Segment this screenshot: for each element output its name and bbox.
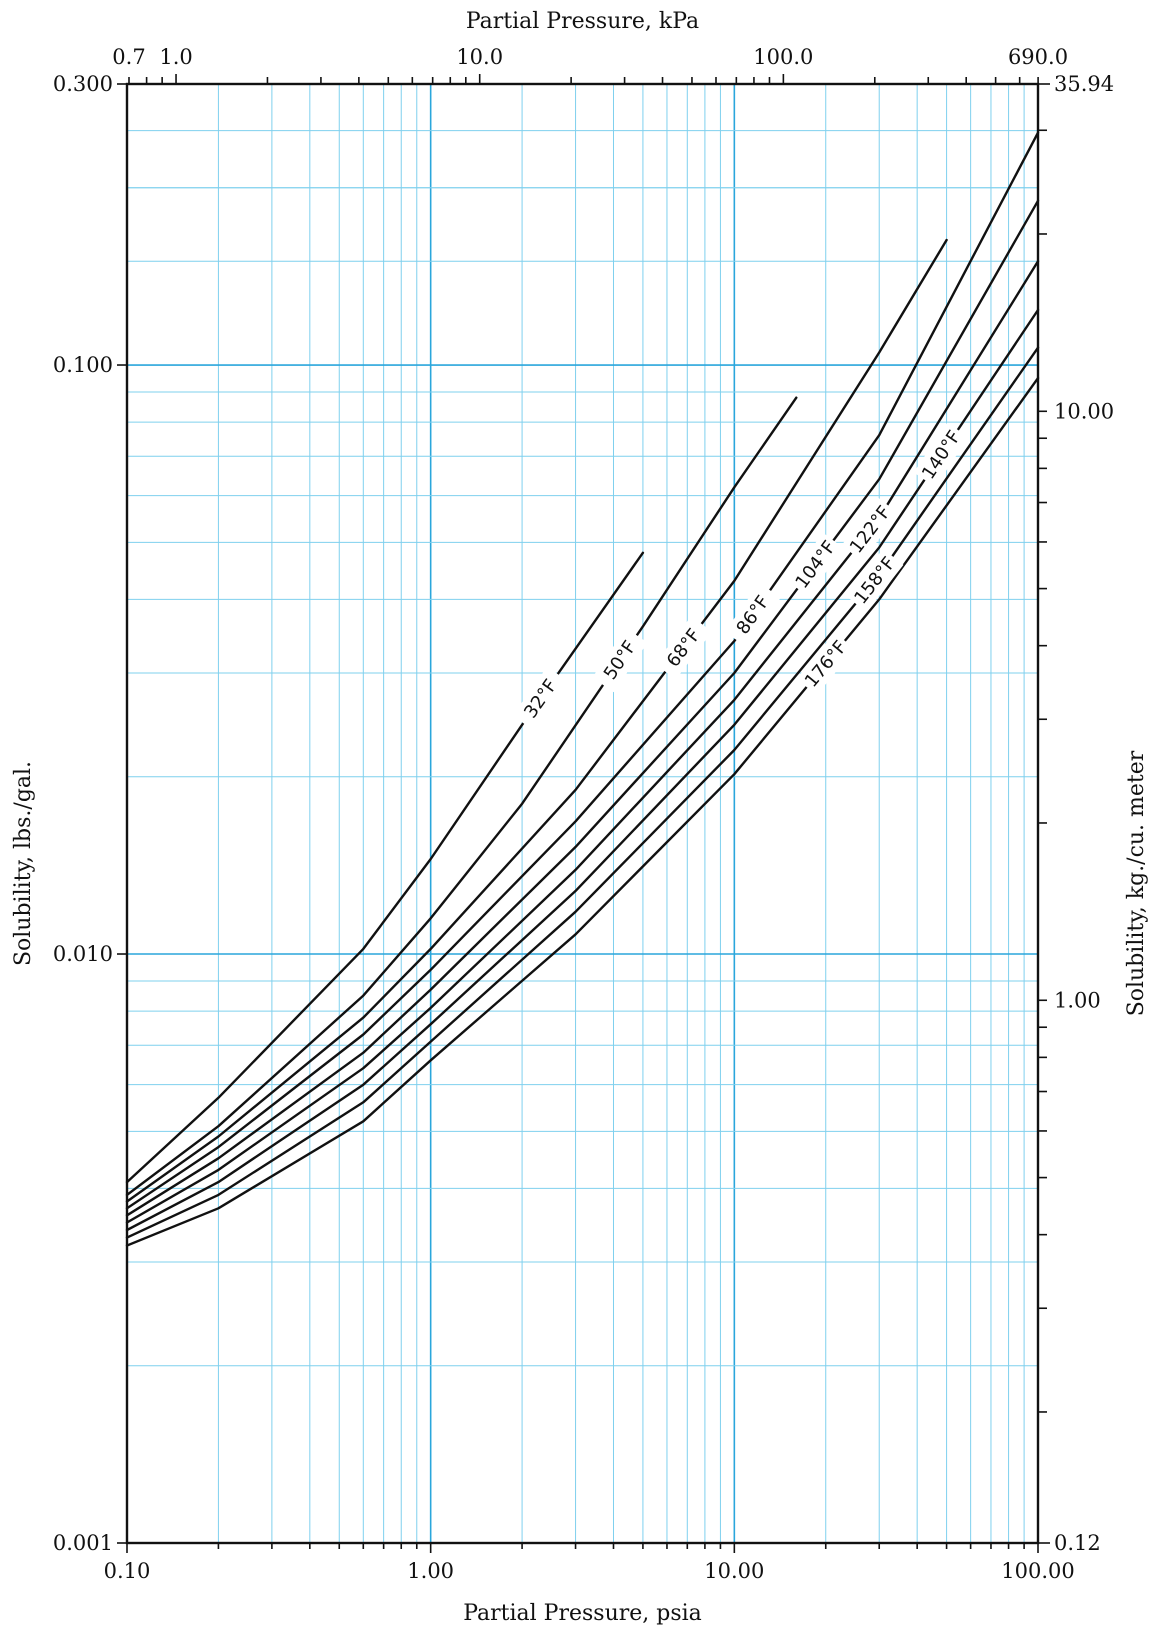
y-tick-label: 0.300 <box>53 72 113 96</box>
plot-frame <box>125 82 1040 1545</box>
tick-labels: 0.10 1.00 10.00 100.00 0.001 0.010 0.100 0.300 0… <box>53 45 1114 1583</box>
grid <box>127 84 1038 1543</box>
x-axis-title: Partial Pressure, psia <box>463 1601 702 1626</box>
curve-158f <box>125 346 1040 1239</box>
y-axis-title: Solubility, lbs./gal. <box>11 761 36 966</box>
curve-label-bg <box>913 422 969 487</box>
right-tick-label: 35.94 <box>1054 72 1114 96</box>
curve-label-group: 50°F <box>592 627 648 693</box>
curve-label-group: 32°F <box>512 666 569 731</box>
curve-122f <box>125 260 1040 1224</box>
top-tick-label: 690.0 <box>1008 45 1068 69</box>
curve-label-bg <box>845 548 904 613</box>
curve-label-bg <box>724 582 781 647</box>
top-tick-label: 1.0 <box>159 45 192 69</box>
curve-label-group: 140°F <box>913 422 969 487</box>
curve-label-group: 68°F <box>655 616 712 680</box>
x-tick-label: 1.00 <box>407 1559 454 1583</box>
curve-140f <box>125 308 1040 1232</box>
x-tick-label: 0.10 <box>104 1559 151 1583</box>
top-tick-label: 0.7 <box>112 45 145 69</box>
y-tick-label: 0.100 <box>53 353 113 377</box>
curve-label-bg <box>655 616 712 680</box>
x-tick-label: 100.00 <box>1001 1559 1074 1583</box>
right-tick-label: 0.12 <box>1054 1531 1101 1555</box>
curves <box>125 131 1040 1247</box>
curve-label-bg <box>592 627 648 693</box>
curve-86f <box>125 131 1040 1210</box>
curve-32f <box>125 551 645 1184</box>
top-tick-label: 100.0 <box>753 45 813 69</box>
x-tick-label: 10.00 <box>704 1559 764 1583</box>
curve-label-bg <box>787 532 844 597</box>
curve-176f <box>125 376 1040 1247</box>
right-tick-label: 1.00 <box>1054 988 1101 1012</box>
curve-labels: 32°F50°F 68°F86°F104°F122°F140°F158°F176°… <box>512 422 969 731</box>
top-axis-title: Partial Pressure, kPa <box>466 9 699 34</box>
top-tick-label: 10.0 <box>456 45 503 69</box>
ticks <box>117 74 1050 1553</box>
curve-label-group: 158°F <box>845 548 904 613</box>
curve-104f <box>125 199 1040 1217</box>
curve-label-bg <box>512 666 569 731</box>
curve-68f <box>125 238 948 1203</box>
right-axis-title: Solubility, kg./cu. meter <box>1124 750 1149 1016</box>
y-tick-label: 0.010 <box>53 942 113 966</box>
right-tick-label: 10.00 <box>1054 399 1114 423</box>
y-tick-label: 0.001 <box>53 1531 113 1555</box>
curve-label-bg <box>841 497 899 562</box>
curve-label-bg <box>796 632 855 696</box>
curve-label-group: 86°F <box>724 582 781 647</box>
curve-50f <box>125 396 798 1197</box>
